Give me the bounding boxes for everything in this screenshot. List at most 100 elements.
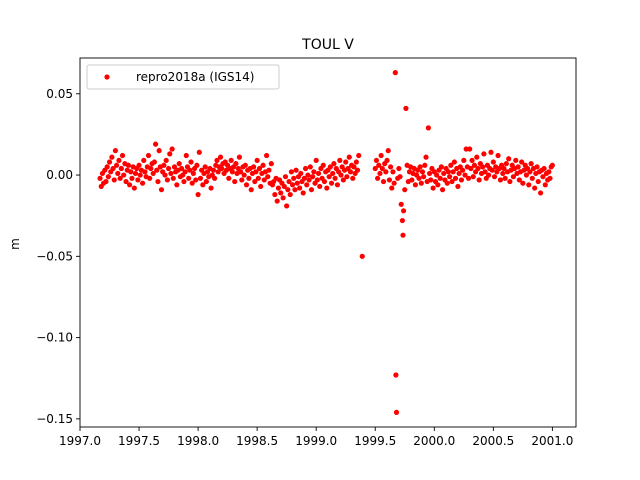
data-point bbox=[526, 182, 532, 188]
data-point bbox=[491, 174, 498, 180]
data-point bbox=[300, 190, 306, 196]
data-point bbox=[400, 232, 406, 238]
data-point bbox=[233, 161, 239, 167]
data-point bbox=[142, 169, 148, 175]
data-point bbox=[171, 164, 178, 170]
data-point bbox=[465, 175, 472, 181]
data-point bbox=[354, 167, 361, 173]
data-point bbox=[288, 169, 294, 175]
data-point bbox=[304, 182, 310, 188]
data-point bbox=[121, 172, 127, 178]
data-point bbox=[176, 161, 182, 167]
data-point bbox=[338, 172, 344, 178]
data-point bbox=[116, 157, 122, 164]
data-point bbox=[540, 174, 546, 180]
data-point bbox=[456, 170, 462, 177]
x-tick-label: 1997.0 bbox=[59, 434, 101, 448]
x-tick-label: 1997.5 bbox=[118, 434, 160, 448]
data-point bbox=[202, 164, 208, 170]
data-point bbox=[136, 162, 142, 168]
data-point bbox=[217, 154, 224, 160]
data-point bbox=[311, 169, 317, 175]
data-point bbox=[402, 187, 408, 193]
data-point bbox=[137, 172, 143, 178]
data-point bbox=[549, 162, 555, 168]
data-point bbox=[343, 159, 349, 165]
data-point bbox=[188, 159, 194, 165]
data-point bbox=[272, 191, 278, 198]
data-point bbox=[451, 159, 457, 165]
y-tick-label: 0.05 bbox=[46, 87, 73, 101]
data-point bbox=[475, 165, 481, 172]
y-tick-label: −0.05 bbox=[36, 249, 73, 263]
data-point bbox=[458, 177, 465, 183]
data-point bbox=[398, 201, 404, 207]
data-point bbox=[178, 165, 185, 172]
plot-area: 1997.0 1997.5 1998.0 1998.5 1999.0 1999.5 2000… bbox=[36, 57, 577, 448]
data-point bbox=[502, 175, 508, 181]
data-point bbox=[346, 154, 352, 160]
data-point bbox=[344, 174, 350, 180]
data-point bbox=[252, 178, 258, 185]
data-point bbox=[165, 165, 172, 172]
data-point bbox=[307, 164, 313, 170]
data-point bbox=[150, 170, 156, 177]
data-point bbox=[154, 167, 160, 173]
data-point bbox=[281, 183, 287, 190]
data-point bbox=[480, 164, 486, 170]
data-point bbox=[194, 162, 200, 168]
data-point bbox=[546, 169, 552, 175]
data-point bbox=[534, 164, 540, 170]
data-point bbox=[117, 175, 123, 181]
data-point bbox=[399, 217, 405, 224]
data-point bbox=[248, 187, 254, 193]
data-point bbox=[115, 170, 121, 177]
data-point bbox=[200, 182, 206, 188]
legend: repro2018a (IGS14) bbox=[86, 64, 280, 90]
data-point bbox=[302, 165, 309, 172]
data-point bbox=[282, 174, 289, 180]
data-point bbox=[422, 162, 428, 168]
data-point bbox=[373, 157, 380, 164]
data-point bbox=[242, 162, 248, 168]
x-tick-label: 2001.0 bbox=[531, 434, 573, 448]
data-point bbox=[255, 175, 261, 181]
data-point bbox=[203, 178, 209, 185]
data-point bbox=[128, 169, 134, 175]
legend-label: repro2018a (IGS14) bbox=[136, 70, 254, 84]
data-point bbox=[542, 182, 548, 188]
data-point bbox=[320, 162, 326, 168]
data-point bbox=[489, 167, 495, 173]
data-point bbox=[125, 162, 132, 168]
data-point bbox=[386, 177, 393, 183]
data-point bbox=[208, 185, 214, 191]
data-point bbox=[523, 172, 530, 178]
data-point bbox=[238, 169, 244, 175]
data-point bbox=[274, 198, 280, 204]
data-point bbox=[155, 178, 161, 185]
data-point bbox=[123, 178, 129, 185]
data-point bbox=[190, 170, 196, 177]
data-point bbox=[195, 191, 201, 198]
data-point bbox=[435, 182, 441, 188]
data-point bbox=[181, 178, 187, 185]
data-point bbox=[112, 148, 119, 154]
legend-box bbox=[86, 64, 280, 90]
data-point bbox=[449, 178, 455, 185]
data-point bbox=[471, 162, 478, 168]
data-point bbox=[372, 165, 378, 172]
data-point bbox=[305, 172, 311, 178]
y-axis-label: m bbox=[8, 238, 22, 250]
data-point bbox=[97, 175, 103, 181]
data-point bbox=[375, 175, 381, 181]
data-point bbox=[151, 159, 157, 165]
data-point bbox=[437, 175, 443, 181]
data-point bbox=[105, 174, 111, 180]
data-point bbox=[169, 146, 175, 152]
data-point bbox=[520, 180, 526, 186]
data-point bbox=[241, 172, 247, 178]
data-point bbox=[229, 169, 235, 175]
data-point bbox=[448, 162, 454, 168]
data-point bbox=[350, 175, 356, 181]
data-point bbox=[294, 180, 300, 186]
